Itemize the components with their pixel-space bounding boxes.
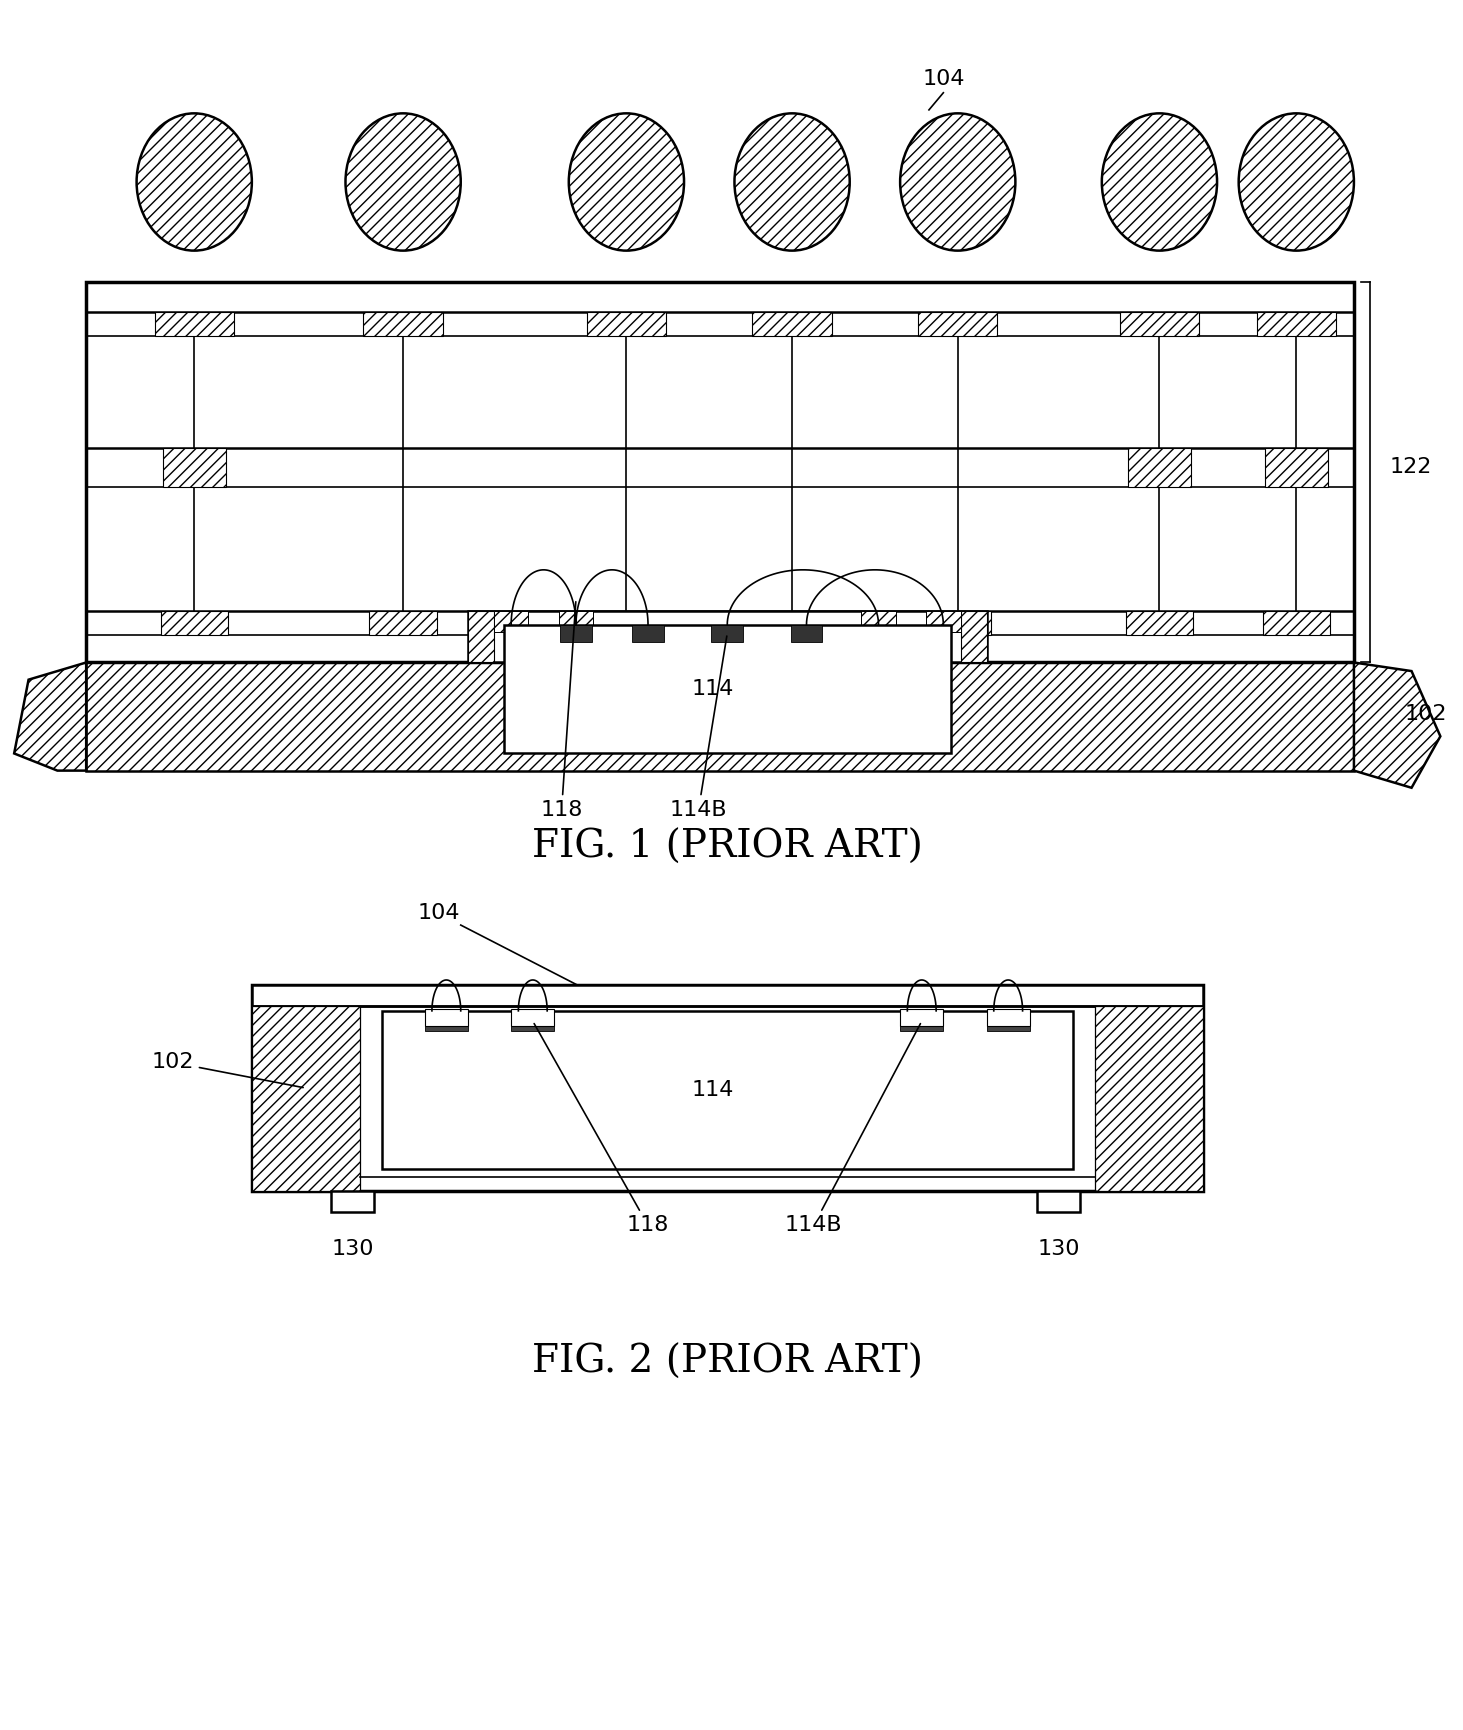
Bar [961, 611, 986, 663]
Circle shape [569, 114, 685, 251]
Bar [790, 625, 822, 642]
Text: 118: 118 [534, 1024, 669, 1235]
Bar [758, 611, 825, 635]
Bar [1263, 611, 1330, 635]
Bar [925, 611, 992, 635]
Text: 114: 114 [692, 1080, 734, 1100]
Bar [1125, 611, 1194, 635]
Bar [1094, 1005, 1203, 1190]
Text: 130: 130 [332, 1239, 375, 1259]
Bar [919, 313, 998, 336]
Circle shape [734, 114, 850, 251]
Text: 122: 122 [1390, 457, 1432, 477]
Circle shape [345, 114, 461, 251]
Bar [1128, 448, 1191, 488]
Circle shape [900, 114, 1015, 251]
Bar [1037, 1190, 1080, 1211]
Bar [370, 611, 437, 635]
Bar [86, 663, 1353, 770]
Bar [382, 1010, 1072, 1169]
Polygon shape [15, 663, 86, 770]
Text: 114B: 114B [784, 1024, 920, 1235]
Bar [926, 611, 961, 631]
Polygon shape [1353, 663, 1441, 787]
Bar [511, 1009, 554, 1026]
Circle shape [136, 114, 252, 251]
Bar [511, 1010, 554, 1031]
Bar [632, 625, 664, 642]
Bar [711, 625, 743, 642]
Bar [503, 625, 951, 754]
Bar [587, 313, 666, 336]
Bar [1119, 313, 1200, 336]
Bar [161, 611, 228, 635]
Bar [986, 1009, 1030, 1026]
Bar [559, 611, 594, 631]
Text: FIG. 2 (PRIOR ART): FIG. 2 (PRIOR ART) [531, 1344, 923, 1381]
Bar [560, 625, 593, 642]
Bar [468, 611, 986, 663]
Bar [424, 1009, 468, 1026]
Bar [424, 1010, 468, 1031]
Circle shape [1102, 114, 1217, 251]
Text: 104: 104 [922, 69, 964, 88]
Bar [162, 448, 225, 488]
Bar [331, 1190, 375, 1211]
Text: 114B: 114B [670, 637, 727, 820]
Bar [86, 282, 1353, 663]
Text: 104: 104 [418, 903, 461, 924]
Bar [1264, 448, 1328, 488]
Text: 114: 114 [692, 680, 734, 699]
Text: 102: 102 [1404, 704, 1447, 723]
Bar [900, 1009, 944, 1026]
Text: FIG. 1 (PRIOR ART): FIG. 1 (PRIOR ART) [533, 829, 923, 867]
Text: 130: 130 [1037, 1239, 1080, 1259]
Bar [468, 611, 494, 663]
Bar [1257, 313, 1336, 336]
Bar [494, 611, 528, 631]
Text: 118: 118 [540, 602, 582, 820]
Bar [252, 1005, 360, 1190]
Bar [986, 1010, 1030, 1031]
Text: 102: 102 [151, 1052, 303, 1088]
Bar [252, 984, 1203, 1005]
Bar [155, 313, 234, 336]
Bar [862, 611, 895, 631]
Bar [900, 1010, 944, 1031]
Bar [363, 313, 443, 336]
Bar [593, 611, 660, 635]
Bar [252, 984, 1203, 1190]
Bar [752, 313, 831, 336]
Circle shape [1239, 114, 1353, 251]
